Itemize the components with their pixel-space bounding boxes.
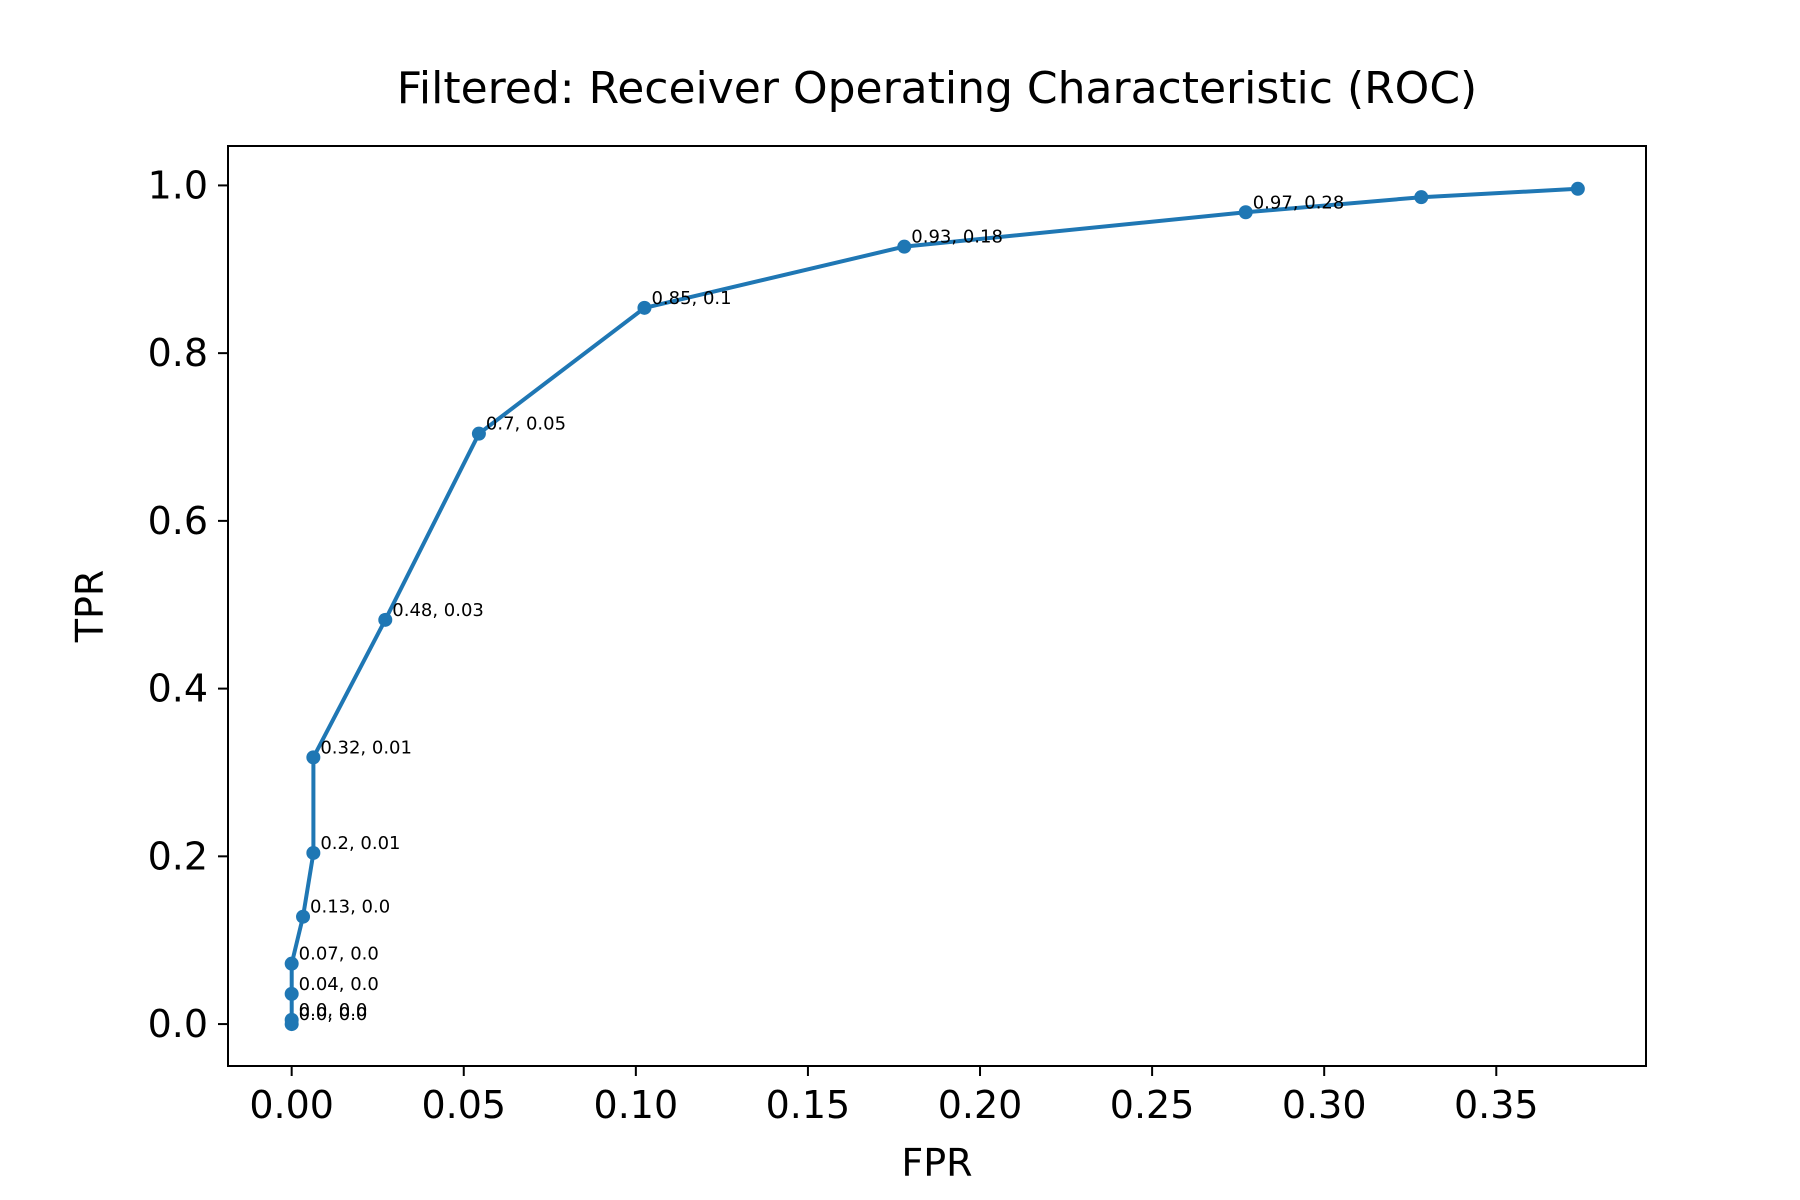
- x-tick-label: 0.30: [1282, 1083, 1367, 1127]
- chart-title: Filtered: Receiver Operating Characteris…: [397, 63, 1477, 114]
- point-label: 0.13, 0.0: [310, 897, 390, 918]
- y-tick-label: 0.8: [148, 331, 208, 375]
- x-tick-label: 0.35: [1454, 1083, 1539, 1127]
- y-tick-label: 1.0: [148, 163, 208, 207]
- y-tick-label: 0.6: [148, 499, 208, 543]
- roc-point: [1238, 205, 1253, 220]
- y-tick-label: 0.0: [148, 1002, 208, 1046]
- roc-point: [897, 239, 912, 254]
- roc-point: [284, 986, 299, 1001]
- roc-point: [284, 1012, 299, 1027]
- roc-line: [289, 186, 1579, 1025]
- point-label: 0.0, 0.0: [299, 1004, 368, 1025]
- x-tick-label: 0.05: [421, 1083, 506, 1127]
- x-tick-label: 0.10: [594, 1083, 679, 1127]
- point-label: 0.07, 0.0: [299, 944, 379, 965]
- roc-point: [1570, 181, 1585, 196]
- roc-point: [306, 750, 321, 765]
- x-tick-label: 0.20: [938, 1083, 1023, 1127]
- plot-frame: [227, 145, 1647, 1067]
- y-tick-label: 0.4: [148, 667, 208, 711]
- point-label: 0.04, 0.0: [299, 974, 379, 995]
- point-label: 0.7, 0.05: [486, 414, 566, 435]
- point-label: 0.48, 0.03: [392, 600, 484, 621]
- point-label: 0.97, 0.28: [1253, 192, 1345, 213]
- point-label: 0.93, 0.18: [911, 227, 1003, 248]
- roc-point: [306, 845, 321, 860]
- y-axis-label: TPR: [68, 570, 112, 644]
- point-label: 0.0, 0.0: [299, 1000, 368, 1021]
- roc-point: [378, 612, 393, 627]
- roc-point: [1414, 190, 1429, 205]
- roc-point: [471, 426, 486, 441]
- x-tick-label: 0.15: [766, 1083, 851, 1127]
- point-label: 0.2, 0.01: [320, 833, 400, 854]
- x-tick-label: 0.25: [1110, 1083, 1195, 1127]
- y-tick-label: 0.2: [148, 834, 208, 878]
- x-axis-label: FPR: [901, 1141, 972, 1185]
- point-label: 0.32, 0.01: [320, 737, 412, 758]
- plot-area: 0.00 0.05 0.10 0.15 0.20 0.25 0.30 0.35 0.0 0.2 0.…: [148, 145, 1647, 1127]
- x-tick-label: 0.00: [249, 1083, 334, 1127]
- roc-point: [296, 909, 311, 924]
- roc-point: [637, 300, 652, 315]
- point-label: 0.85, 0.1: [651, 288, 731, 309]
- roc-point: [284, 956, 299, 971]
